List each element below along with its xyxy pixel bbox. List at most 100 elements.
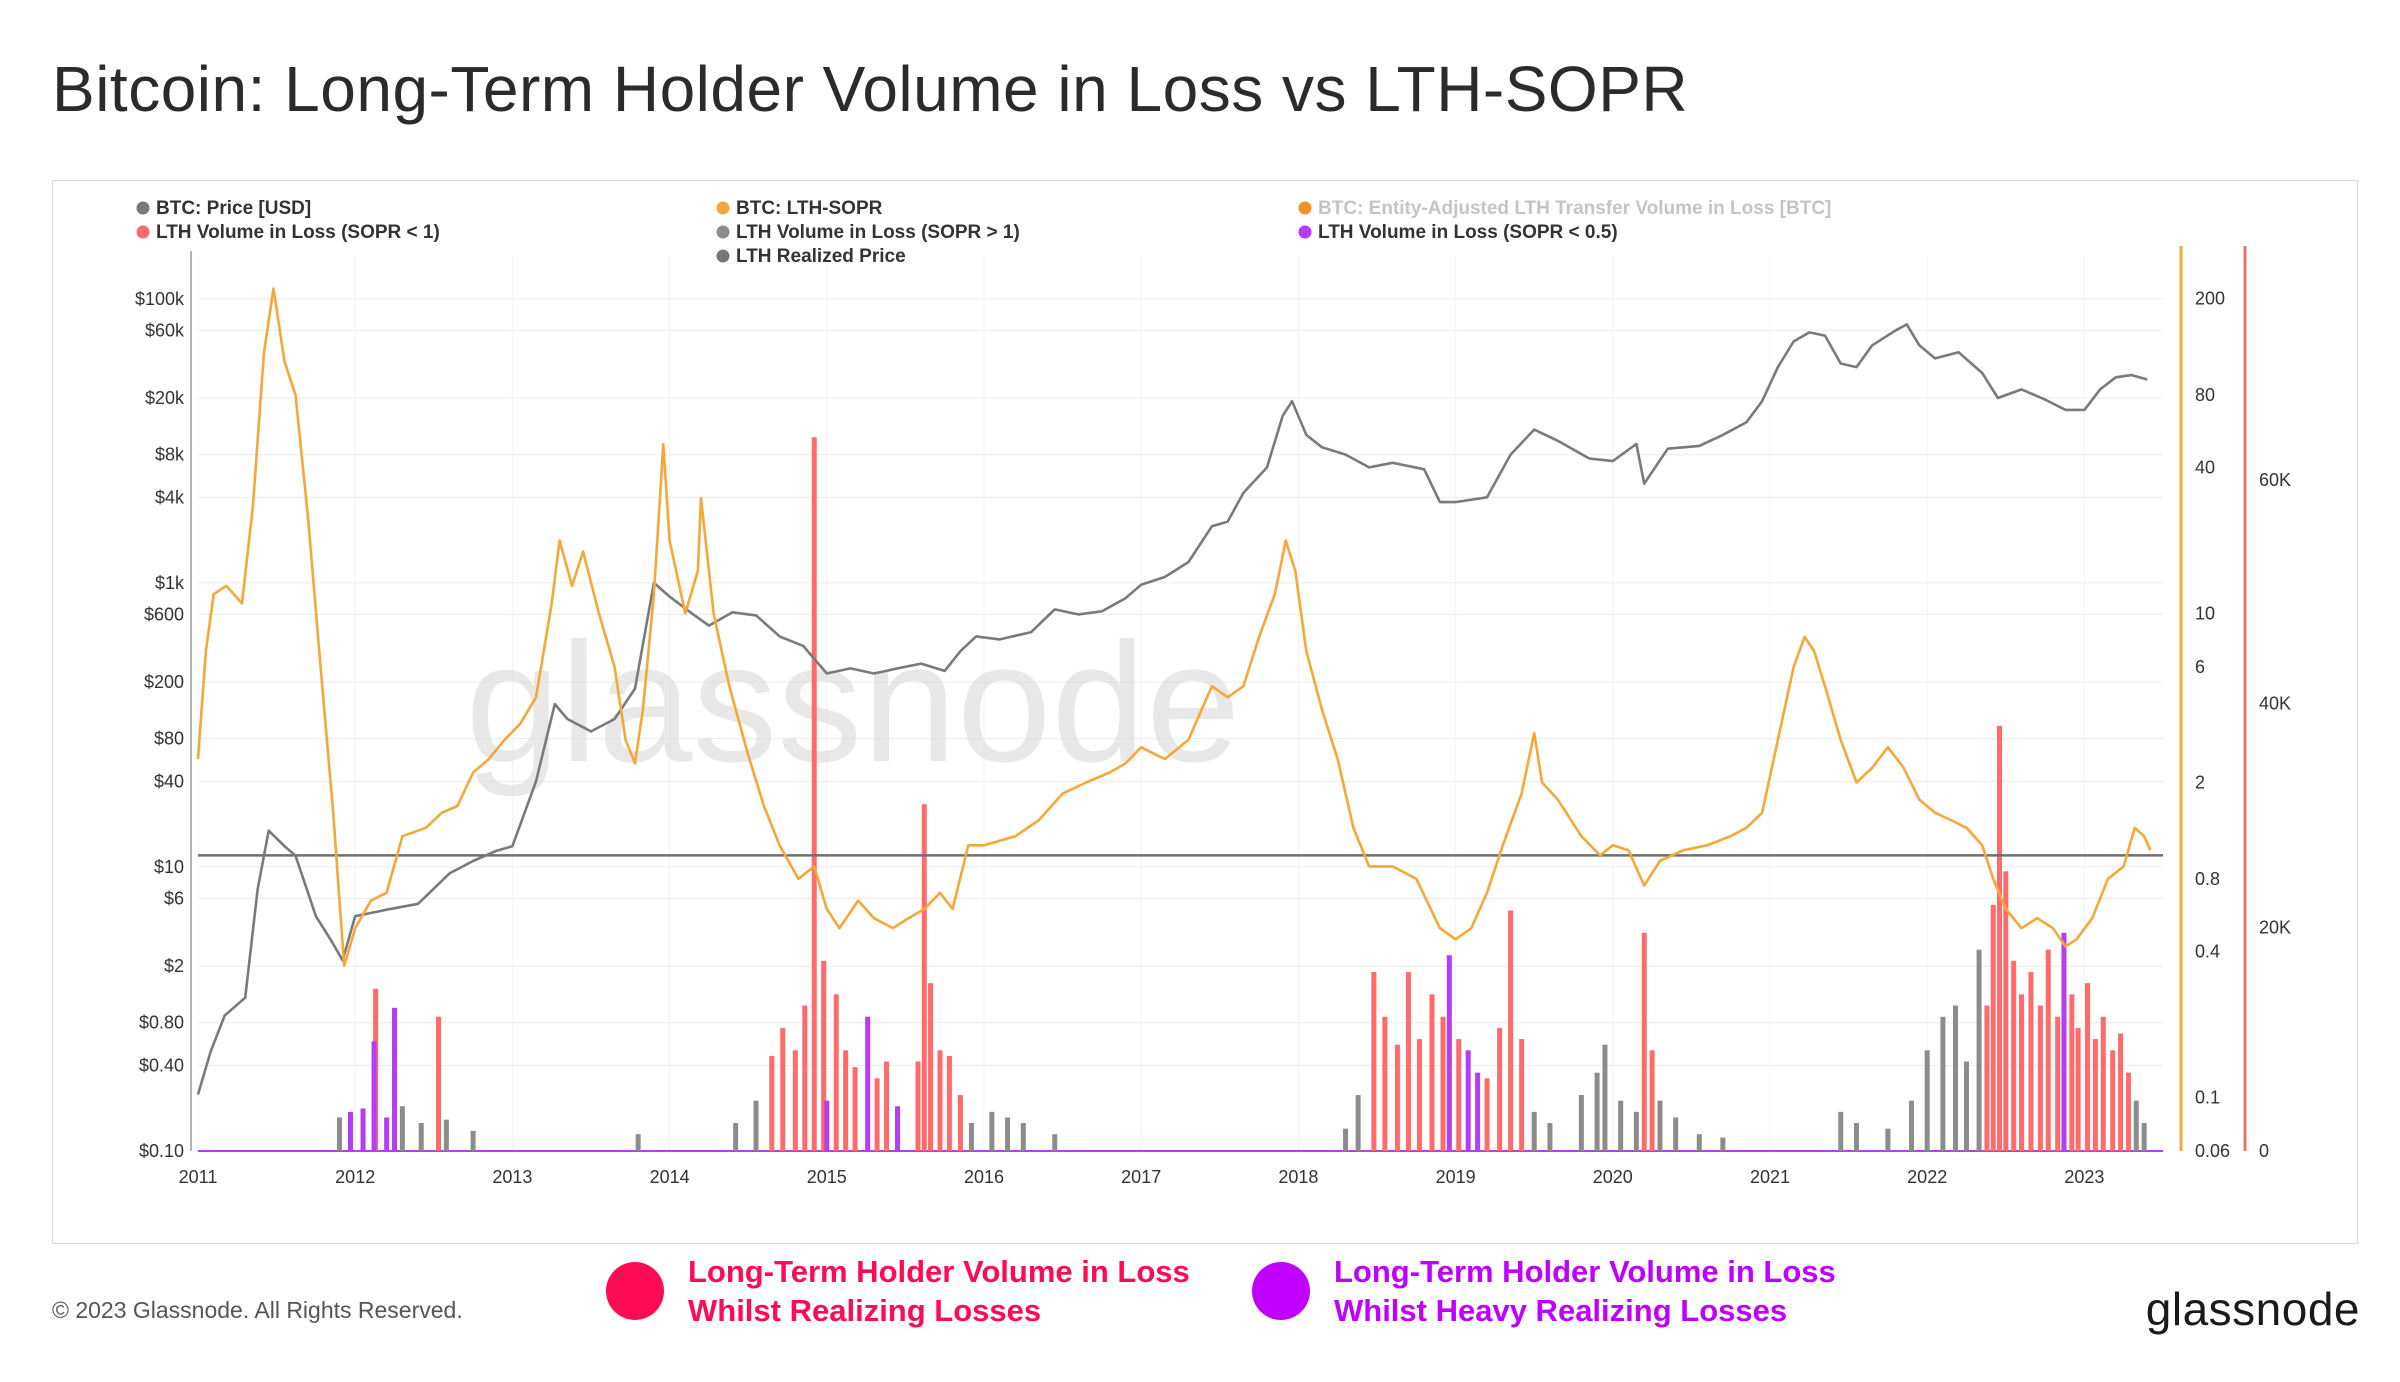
annotation-line1: Long-Term Holder Volume in Loss xyxy=(688,1254,1190,1289)
sopr-axis-tick-label: 40 xyxy=(2195,458,2215,478)
volume-bar-loss-gt1 xyxy=(399,1106,405,1151)
x-axis-tick-label: 2020 xyxy=(1593,1167,1633,1187)
volume-bar-loss-lt05 xyxy=(1475,1072,1481,1151)
x-axis-tick-label: 2022 xyxy=(1907,1167,1947,1187)
volume-bar-loss-gt1 xyxy=(635,1134,641,1151)
volume-bar-loss-lt1 xyxy=(928,983,934,1151)
volume-bar-loss-gt1 xyxy=(2141,1123,2147,1151)
sopr-axis-tick-label: 2 xyxy=(2195,773,2205,793)
volume-bar-loss-lt1 xyxy=(1484,1078,1490,1151)
x-axis-tick-label: 2013 xyxy=(492,1167,532,1187)
lth-sopr-line xyxy=(196,287,2152,967)
legend-marker xyxy=(716,249,730,263)
legend-marker xyxy=(716,225,730,239)
volume-bar-loss-lt1 xyxy=(2110,1050,2116,1151)
volume-bar-loss-gt1 xyxy=(733,1123,739,1151)
legend-label: LTH Volume in Loss (SOPR > 1) xyxy=(736,222,1020,243)
volume-bar-loss-lt1 xyxy=(2019,994,2025,1151)
volume-bar-loss-gt1 xyxy=(2133,1100,2139,1151)
volume-bar-loss-gt1 xyxy=(470,1130,476,1151)
volume-bar-loss-lt1 xyxy=(2100,1016,2106,1151)
x-axis-tick-label: 2015 xyxy=(807,1167,847,1187)
volume-axis-tick-label: 0 xyxy=(2259,1141,2269,1161)
left-axis-tick-label: $0.80 xyxy=(139,1013,184,1033)
left-axis-tick-label: $20k xyxy=(145,388,185,408)
sopr-axis-tick-label: 0.06 xyxy=(2195,1141,2230,1161)
legend-label: BTC: Entity-Adjusted LTH Transfer Volume… xyxy=(1318,198,1831,219)
volume-bar-loss-gt1 xyxy=(1547,1123,1553,1151)
volume-bar-loss-gt1 xyxy=(1976,949,1982,1151)
volume-bar-loss-lt1 xyxy=(1997,725,2003,1151)
volume-axis-tick-label: 40K xyxy=(2259,694,2291,714)
annotation-line1: Long-Term Holder Volume in Loss xyxy=(1334,1254,1836,1289)
annotation-line2: Whilst Heavy Realizing Losses xyxy=(1334,1293,1788,1328)
left-axis-tick-label: $8k xyxy=(155,445,185,465)
volume-bar-loss-gt1 xyxy=(1964,1061,1969,1151)
volume-bar-loss-lt1 xyxy=(1990,904,1996,1151)
annotation-heavy-losses: Long-Term Holder Volume in Loss Whilst H… xyxy=(1252,1252,1836,1330)
volume-bar-loss-lt1 xyxy=(2085,983,2091,1151)
volume-bar-loss-lt05 xyxy=(384,1117,390,1151)
volume-bar-loss-lt1 xyxy=(884,1061,890,1151)
volume-bars-layer xyxy=(198,437,2163,1152)
legend-marker xyxy=(136,225,150,239)
volume-bar-loss-lt1 xyxy=(1429,994,1435,1151)
volume-bar-loss-gt1 xyxy=(1952,1005,1958,1151)
volume-bar-loss-lt1 xyxy=(1519,1039,1525,1151)
volume-bar-loss-lt05 xyxy=(1446,955,1452,1151)
x-axis-tick-label: 2014 xyxy=(650,1167,690,1187)
copyright-text: © 2023 Glassnode. All Rights Reserved. xyxy=(52,1297,463,1323)
volume-bar-loss-gt1 xyxy=(1633,1111,1639,1151)
volume-bar-loss-lt1 xyxy=(1405,972,1411,1151)
left-axis-tick-label: $1k xyxy=(155,573,185,593)
left-axis-tick-label: $100k xyxy=(135,289,185,309)
volume-bar-loss-lt1 xyxy=(2011,960,2017,1151)
volume-bar-loss-lt05 xyxy=(371,1041,377,1151)
volume-bar-loss-lt1 xyxy=(1649,1050,1655,1151)
volume-bar-loss-lt1 xyxy=(811,437,817,1151)
x-axis-tick-label: 2018 xyxy=(1278,1167,1318,1187)
left-axis-tick-label: $80 xyxy=(154,729,184,749)
sopr-axis-tick-label: 80 xyxy=(2195,385,2215,405)
left-axis-tick-label: $6 xyxy=(164,888,184,908)
volume-bar-loss-gt1 xyxy=(1531,1111,1537,1151)
series-lines-layer xyxy=(196,287,2163,1095)
volume-bar-loss-lt1 xyxy=(2045,949,2051,1151)
volume-bar-loss-lt05 xyxy=(2061,932,2067,1151)
volume-bar-loss-gt1 xyxy=(336,1117,342,1151)
volume-bar-loss-lt1 xyxy=(2118,1033,2124,1151)
left-axis-tick-label: $60k xyxy=(145,320,185,340)
volume-bar-loss-lt1 xyxy=(1416,1039,1422,1151)
volume-bar-loss-gt1 xyxy=(1594,1072,1600,1151)
volume-bar-loss-lt1 xyxy=(2028,972,2034,1151)
volume-bar-loss-lt1 xyxy=(2069,994,2075,1151)
left-axis-tick-label: $0.40 xyxy=(139,1055,184,1075)
volume-bar-loss-gt1 xyxy=(1020,1123,1026,1151)
volume-bar-loss-lt1 xyxy=(1641,932,1647,1151)
volume-bar-loss-lt1 xyxy=(2003,871,2009,1151)
volume-bar-loss-gt1 xyxy=(1578,1095,1584,1151)
legend: BTC: Price [USD] BTC: LTH-SOPR BTC: Entity… xyxy=(136,198,1831,267)
volume-bar-loss-lt1 xyxy=(1394,1044,1400,1151)
legend-label: LTH Volume in Loss (SOPR < 1) xyxy=(156,222,440,243)
annotation-dot-realizing-losses xyxy=(606,1262,664,1320)
legend-marker xyxy=(716,201,730,215)
volume-axis-tick-label: 60K xyxy=(2259,470,2291,490)
volume-bar-loss-lt1 xyxy=(2092,1039,2098,1151)
annotation-text-realizing-losses: Long-Term Holder Volume in Loss Whilst R… xyxy=(688,1252,1190,1330)
volume-bar-loss-gt1 xyxy=(1602,1044,1608,1151)
volume-bar-loss-lt1 xyxy=(802,1005,808,1151)
left-axis-tick-label: $2 xyxy=(164,956,184,976)
legend-label: BTC: LTH-SOPR xyxy=(736,198,883,219)
left-axis-tick-label: $4k xyxy=(155,487,185,507)
volume-bar-loss-lt1 xyxy=(436,1016,442,1151)
volume-bar-loss-lt05 xyxy=(347,1111,353,1151)
volume-bar-loss-gt1 xyxy=(1908,1100,1914,1151)
volume-bar-loss-lt05 xyxy=(895,1106,901,1151)
volume-bar-loss-lt05 xyxy=(1465,1050,1471,1151)
volume-bar-loss-gt1 xyxy=(968,1123,974,1151)
legend-label: LTH Volume in Loss (SOPR < 0.5) xyxy=(1318,222,1618,243)
volume-bar-loss-lt05 xyxy=(392,1007,397,1151)
volume-bar-loss-lt1 xyxy=(1440,1016,1446,1151)
x-axis-tick-label: 2017 xyxy=(1121,1167,1161,1187)
